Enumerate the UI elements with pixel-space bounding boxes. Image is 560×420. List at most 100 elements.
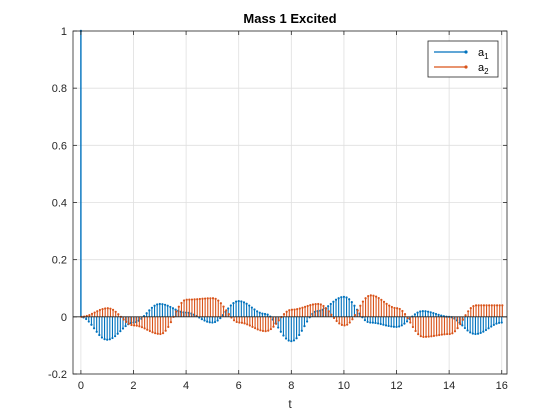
a2-marker bbox=[351, 318, 354, 321]
a2-marker bbox=[361, 300, 365, 303]
a2-marker bbox=[448, 332, 451, 336]
a2-marker bbox=[272, 325, 275, 328]
a2-marker bbox=[377, 296, 380, 300]
a1-marker bbox=[300, 329, 303, 332]
a1-marker bbox=[390, 325, 393, 328]
a2-marker bbox=[161, 332, 165, 335]
a2-marker bbox=[325, 307, 328, 310]
a1-marker bbox=[471, 332, 474, 335]
a2-marker bbox=[401, 309, 404, 313]
a2-marker bbox=[409, 321, 412, 324]
x-tick-label: 14 bbox=[443, 380, 455, 392]
a2-marker bbox=[364, 297, 367, 300]
a2-marker bbox=[403, 313, 407, 316]
a2-marker bbox=[188, 298, 191, 301]
a2-marker bbox=[185, 298, 188, 301]
a2-marker bbox=[209, 297, 212, 300]
a2-marker bbox=[501, 304, 504, 307]
a1-marker bbox=[174, 308, 177, 311]
a1-marker bbox=[479, 331, 482, 334]
a1-marker bbox=[345, 296, 348, 299]
a1-marker bbox=[227, 307, 230, 310]
a1-marker bbox=[116, 332, 119, 335]
a2-marker bbox=[456, 326, 459, 330]
a1-marker bbox=[163, 303, 167, 306]
series-a1 bbox=[79, 29, 503, 343]
a1-marker bbox=[403, 322, 406, 325]
a2-marker bbox=[353, 313, 357, 317]
a1-marker bbox=[261, 312, 264, 315]
a2-marker bbox=[98, 308, 102, 312]
a2-marker bbox=[390, 305, 393, 309]
a2-marker bbox=[275, 322, 278, 325]
a2-marker bbox=[190, 298, 194, 301]
a1-marker bbox=[95, 330, 98, 333]
a2-marker bbox=[182, 299, 186, 302]
a1-marker bbox=[200, 317, 203, 321]
a2-marker bbox=[256, 328, 259, 331]
a2-marker bbox=[159, 332, 162, 336]
a2-marker bbox=[269, 327, 272, 331]
a2-marker bbox=[480, 304, 483, 307]
a2-marker bbox=[130, 323, 133, 327]
a2-marker bbox=[346, 323, 349, 326]
a1-marker bbox=[232, 302, 235, 305]
a1-marker bbox=[332, 300, 335, 303]
a1-marker bbox=[461, 324, 464, 327]
chart-title: Mass 1 Excited bbox=[243, 11, 336, 26]
a1-marker bbox=[295, 337, 298, 340]
a1-marker bbox=[327, 305, 330, 308]
a2-marker bbox=[117, 313, 120, 316]
a1-marker bbox=[369, 321, 372, 324]
a1-marker bbox=[392, 325, 395, 328]
a1-marker bbox=[384, 324, 388, 327]
a1-marker bbox=[258, 311, 261, 314]
a2-marker bbox=[490, 304, 493, 307]
a1-marker bbox=[500, 321, 503, 324]
a2-marker bbox=[201, 297, 204, 300]
a2-marker bbox=[432, 334, 436, 337]
a1-marker bbox=[387, 324, 390, 328]
a2-marker bbox=[238, 321, 241, 324]
a2-marker bbox=[109, 307, 112, 310]
a2-marker bbox=[396, 307, 399, 310]
a2-marker bbox=[227, 313, 230, 316]
a1-marker bbox=[98, 333, 101, 337]
a1-marker bbox=[113, 335, 117, 338]
a1-marker bbox=[395, 325, 398, 328]
a2-marker bbox=[446, 332, 449, 336]
a1-marker bbox=[145, 312, 148, 315]
a1-marker bbox=[108, 338, 111, 341]
a2-marker bbox=[498, 304, 501, 307]
a2-marker bbox=[90, 312, 94, 315]
a2-marker bbox=[495, 304, 499, 307]
a2-marker bbox=[106, 307, 109, 310]
a1-marker bbox=[240, 300, 243, 303]
a2-marker bbox=[135, 324, 138, 327]
a1-marker bbox=[337, 297, 340, 300]
a1-marker bbox=[476, 332, 480, 335]
a1-marker bbox=[85, 317, 88, 321]
a1-marker bbox=[103, 338, 106, 341]
a2-marker bbox=[317, 302, 320, 306]
a1-marker bbox=[287, 339, 290, 342]
a1-marker bbox=[437, 313, 440, 316]
a2-marker bbox=[335, 319, 338, 323]
a1-marker bbox=[248, 304, 251, 307]
a1-marker bbox=[92, 327, 96, 330]
a2-marker bbox=[293, 308, 296, 311]
a2-marker bbox=[464, 314, 467, 317]
a2-marker bbox=[348, 321, 351, 324]
a1-marker bbox=[421, 310, 424, 313]
a2-marker bbox=[332, 316, 336, 320]
a2-marker bbox=[177, 305, 180, 308]
a2-marker bbox=[314, 303, 317, 306]
a2-marker bbox=[96, 310, 99, 313]
legend-marker-a1 bbox=[464, 50, 468, 54]
a2-marker bbox=[156, 332, 159, 335]
a1-marker bbox=[495, 322, 498, 325]
a2-marker bbox=[388, 304, 391, 307]
a1-marker bbox=[111, 336, 114, 340]
